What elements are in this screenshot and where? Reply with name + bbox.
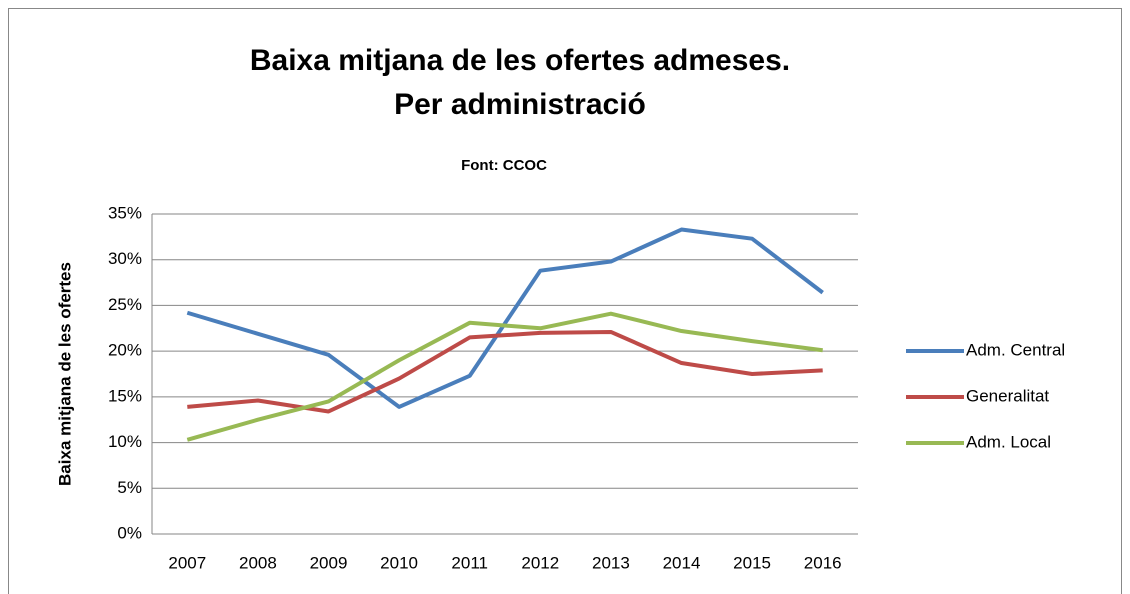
y-tick-label: 35% [108, 203, 142, 222]
x-tick-label: 2014 [663, 553, 701, 572]
chart-frame [8, 8, 1122, 594]
y-tick-label: 25% [108, 295, 142, 314]
x-tick-label: 2007 [168, 553, 206, 572]
x-tick-label: 2015 [733, 553, 771, 572]
y-tick-label: 20% [108, 341, 142, 360]
line-series [186, 311, 823, 442]
legend-label: Adm. Central [966, 340, 1065, 359]
y-tick-label: 5% [117, 478, 142, 497]
y-tick-label: 15% [108, 386, 142, 405]
line-series [186, 227, 824, 409]
x-tick-label: 2009 [310, 553, 348, 572]
chart-subtitle: Font: CCOC [461, 157, 547, 174]
chart-title: Per administració [394, 88, 646, 121]
x-tick-label: 2008 [239, 553, 277, 572]
legend-label: Generalitat [966, 386, 1049, 405]
x-tick-label: 2010 [380, 553, 418, 572]
chart-title: Baixa mitjana de les ofertes admeses. [250, 44, 790, 77]
y-tick-label: 0% [117, 523, 142, 542]
y-tick-label: 10% [108, 432, 142, 451]
x-tick-label: 2013 [592, 553, 630, 572]
x-tick-label: 2016 [804, 553, 842, 572]
y-tick-label: 30% [108, 249, 142, 268]
legend-label: Adm. Local [966, 432, 1051, 451]
x-tick-label: 2012 [521, 553, 559, 572]
line-series [187, 329, 823, 414]
y-axis-label: Baixa mitjana de les ofertes [55, 262, 74, 486]
x-tick-label: 2011 [451, 553, 488, 572]
